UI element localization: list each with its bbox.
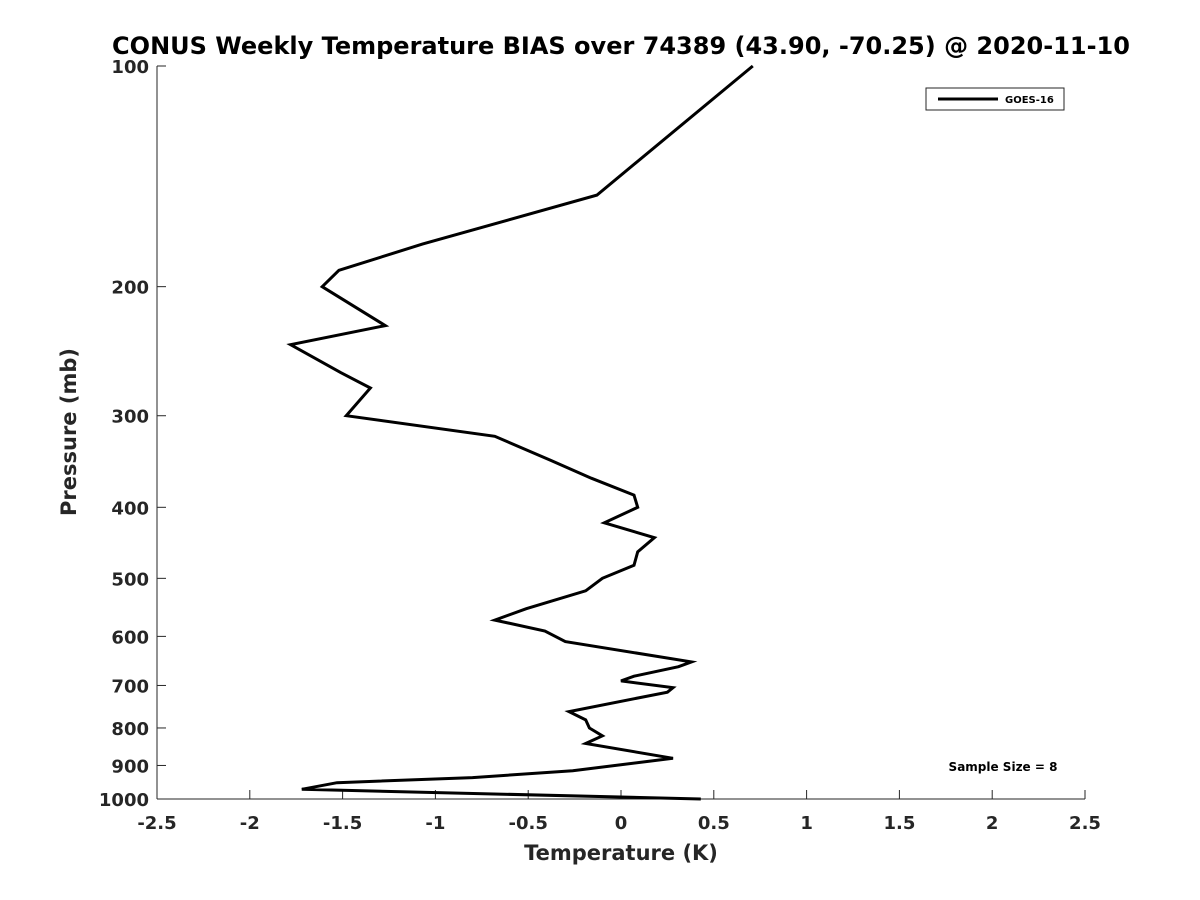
series-line-goes-16 [286,64,754,801]
x-tick-label: 0 [615,813,628,834]
legend: GOES-16 [925,87,1065,111]
sample-size-annotation: Sample Size = 8 [949,760,1058,774]
y-tick-label: 1000 [99,790,149,811]
x-tick-label: 0.5 [698,813,730,834]
y-axis-ticks: 100 200 300 400 500 600 700 800 900 1000 [99,57,166,811]
x-tick-label: -1.5 [323,813,362,834]
y-tick-label: 300 [111,407,149,428]
x-axis-ticks: -2.5 -2 -1.5 -1 -0.5 0 0.5 1 1.5 2 2.5 [137,790,1101,834]
x-tick-label: -2.5 [137,813,176,834]
y-tick-label: 800 [111,719,149,740]
y-tick-label: 700 [111,676,149,697]
y-tick-label: 400 [111,498,149,519]
x-tick-label: 2.5 [1069,813,1101,834]
x-tick-label: -1 [425,813,445,834]
x-tick-label: 2 [986,813,999,834]
chart-title: CONUS Weekly Temperature BIAS over 74389… [112,32,1130,60]
x-tick-label: -2 [240,813,260,834]
x-axis-label: Temperature (K) [524,841,718,865]
y-axis-label: Pressure (mb) [57,348,81,516]
series-group [286,64,754,801]
x-tick-label: 1 [800,813,813,834]
y-tick-label: 200 [111,278,149,299]
y-tick-label: 600 [111,627,149,648]
y-tick-label: 100 [111,57,149,78]
y-tick-label: 500 [111,569,149,590]
x-tick-label: 1.5 [883,813,915,834]
y-tick-label: 900 [111,756,149,777]
legend-label-goes-16: GOES-16 [1005,95,1054,106]
x-tick-label: -0.5 [509,813,548,834]
